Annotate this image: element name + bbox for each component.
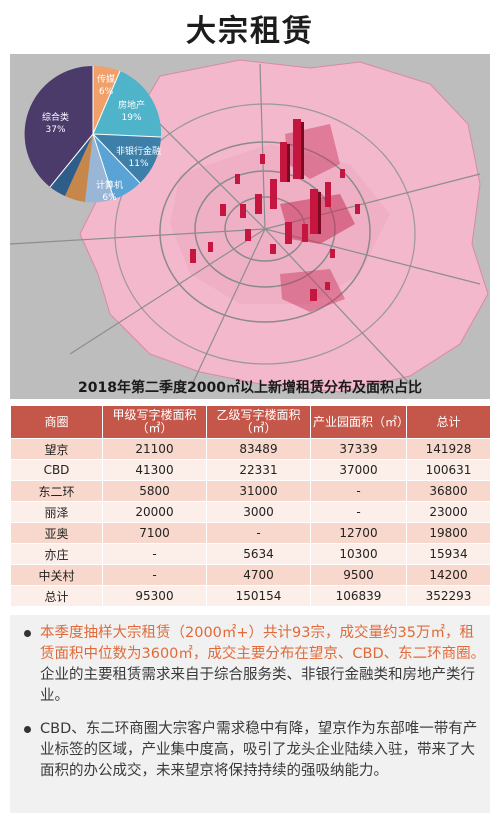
table-row: CBD 41300 22331 37000 100631: [10, 459, 491, 481]
note-outlook: CBD、东二环商圈大宗客户需求稳中有降，望京作为东部唯一带有产业标签的区域，产业…: [24, 719, 486, 782]
pie-label-finance-value: 11%: [128, 159, 149, 169]
pie-label-media-name: 传媒: [96, 75, 115, 85]
cell-industrial-park: -: [310, 480, 407, 502]
cell-grade-b: -: [206, 522, 311, 544]
pie-slice-other-3: [50, 134, 93, 196]
cell-grade-a: -: [102, 543, 207, 565]
header-grade-a: 甲级写字楼面积（㎡）: [102, 405, 207, 439]
cell-grade-a: -: [102, 564, 207, 586]
page-title: 大宗租赁: [186, 14, 314, 49]
table-row: 亚奥 7100 - 12700 19800: [10, 522, 491, 544]
cell-total: 100631: [406, 459, 491, 481]
note-summary-text: 企业的主要租赁需求来自于综合服务类、非银行金融类和房地产类行业。: [40, 667, 475, 704]
pie-slice-other-1: [85, 134, 114, 203]
cell-grade-b: 4700: [206, 564, 311, 586]
map-caption: 2018年第二季度2000㎡以上新增租赁分布及面积占比: [78, 380, 422, 396]
pie-label-computer-name: 计算机: [96, 181, 124, 191]
cell-industrial-park: 9500: [310, 564, 407, 586]
cell-industrial-park: 37339: [310, 438, 407, 460]
table-row: 望京 21100 83489 37339 141928: [10, 438, 491, 460]
cell-district: 亚奥: [10, 522, 103, 544]
cell-grade-b: 5634: [206, 543, 311, 565]
note-outlook-text: CBD、东二环商圈大宗客户需求稳中有降，望京作为东部唯一带有产业标签的区域，产业…: [40, 721, 478, 779]
district-rental-table: 商圈 甲级写字楼面积（㎡） 乙级写字楼面积（㎡） 产业园面积（㎡） 总计 望京 …: [10, 405, 491, 607]
cell-industrial-park: 106839: [310, 585, 407, 607]
bullet-icon: [24, 726, 31, 733]
header-grade-b: 乙级写字楼面积（㎡）: [206, 405, 311, 439]
cell-grade-a: 41300: [102, 459, 207, 481]
map-graphic: [10, 59, 489, 393]
pie-label-composite: 综合类 37%: [42, 112, 69, 136]
table-total-row: 总计 95300 150154 106839 352293: [10, 585, 491, 607]
header-industrial-park: 产业园面积（㎡）: [310, 405, 409, 439]
pie-slice-computer: [93, 134, 140, 199]
cell-grade-a: 95300: [102, 585, 207, 607]
commentary-panel: 本季度抽样大宗租赁（2000㎡+）共计93宗，成交量约35万㎡，租赁面积中位数为…: [10, 615, 490, 813]
pie-label-finance-name: 非银行金融: [116, 147, 162, 157]
cell-total: 15934: [406, 543, 491, 565]
cell-industrial-park: -: [310, 501, 407, 523]
rental-bars: [190, 119, 360, 301]
pie-label-media-value: 6%: [98, 87, 114, 97]
header-total: 总计: [406, 405, 491, 439]
pie-label-finance: 非银行金融 11%: [116, 146, 161, 170]
cell-grade-a: 20000: [102, 501, 207, 523]
pie-label-computer-value: 6%: [102, 193, 117, 203]
note-summary-highlight: 本季度抽样大宗租赁（2000㎡+）共计93宗，成交量约35万㎡，租赁面积中位数为…: [40, 625, 486, 662]
pie-label-composite-value: 37%: [45, 125, 66, 135]
cell-grade-a: 5800: [102, 480, 207, 502]
table-row: 亦庄 - 5634 10300 15934: [10, 543, 491, 565]
pie-label-media: 传媒 6%: [93, 74, 119, 98]
cell-grade-b: 83489: [206, 438, 311, 460]
pie-label-composite-name: 综合类: [42, 113, 70, 123]
pie-label-realestate-name: 房地产: [118, 101, 146, 111]
cell-grade-b: 31000: [206, 480, 311, 502]
ring-road-4: [159, 141, 371, 323]
pie-label-realestate: 房地产 19%: [118, 100, 145, 124]
cell-total: 19800: [406, 522, 491, 544]
cell-grade-b: 150154: [206, 585, 311, 607]
table-row: 东二环 5800 31000 - 36800: [10, 480, 491, 502]
pie-slice-composite: [24, 65, 93, 187]
cell-grade-b: 22331: [206, 459, 311, 481]
pie-label-realestate-value: 19%: [121, 113, 142, 123]
pie-slice-finance: [93, 134, 161, 183]
cell-grade-a: 21100: [102, 438, 207, 460]
cell-district: 亦庄: [10, 543, 103, 565]
cell-industrial-park: 12700: [310, 522, 407, 544]
cell-total: 36800: [406, 480, 491, 502]
cell-industrial-park: 10300: [310, 543, 407, 565]
rental-map: 综合类 37% 传媒 6% 房地产 19% 非银行金融 11% 计算机 6% 2…: [10, 54, 490, 399]
note-summary: 本季度抽样大宗租赁（2000㎡+）共计93宗，成交量约35万㎡，租赁面积中位数为…: [24, 623, 486, 707]
pie-slice-other-2: [65, 134, 93, 202]
cell-industrial-park: 37000: [310, 459, 407, 481]
cell-district: 东二环: [10, 480, 103, 502]
industry-pie-chart: [24, 65, 162, 203]
header-district: 商圈: [10, 405, 103, 439]
pie-label-computer: 计算机 6%: [96, 180, 123, 204]
inner-area: [170, 144, 390, 304]
cell-district: 中关村: [10, 564, 103, 586]
cell-grade-a: 7100: [102, 522, 207, 544]
table-header-row: 商圈 甲级写字楼面积（㎡） 乙级写字楼面积（㎡） 产业园面积（㎡） 总计: [10, 405, 491, 439]
table-row: 中关村 - 4700 9500 14200: [10, 564, 491, 586]
cell-total: 23000: [406, 501, 491, 523]
table-row: 丽泽 20000 3000 - 23000: [10, 501, 491, 523]
cell-district: 丽泽: [10, 501, 103, 523]
cell-district: CBD: [10, 459, 103, 481]
cell-total: 352293: [406, 585, 491, 607]
cell-grade-b: 3000: [206, 501, 311, 523]
bullet-icon: [24, 630, 31, 637]
cell-district: 总计: [10, 585, 103, 607]
cell-total: 14200: [406, 564, 491, 586]
ring-road-5: [114, 103, 416, 365]
pie-slice-realestate: [93, 71, 162, 137]
cell-total: 141928: [406, 438, 491, 460]
cell-district: 望京: [10, 438, 103, 460]
